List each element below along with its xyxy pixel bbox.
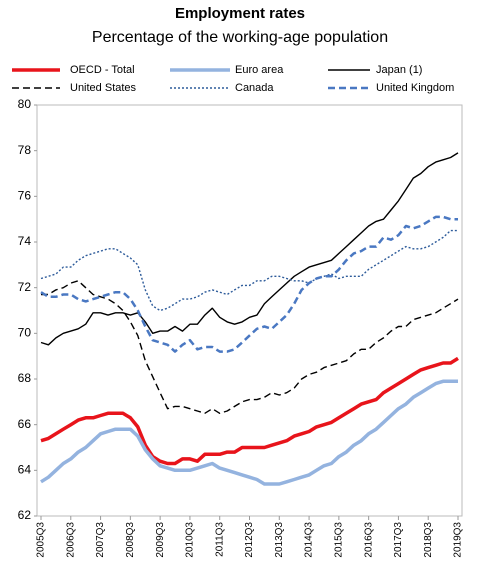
x-tick-label: 2009Q3 [155,522,166,558]
x-tick-label: 2011Q3 [214,522,225,557]
x-tick-label: 2014Q3 [304,522,315,558]
x-tick-label: 2006Q3 [65,522,76,558]
y-tick-label: 72 [18,280,32,294]
x-tick-label: 2017Q3 [393,522,404,558]
legend-label: United States [70,82,137,94]
x-tick-label: 2005Q3 [36,522,47,558]
y-tick-label: 66 [18,417,32,431]
y-tick-label: 62 [18,508,32,522]
y-tick-label: 64 [18,463,32,477]
x-tick-label: 2016Q3 [363,522,374,558]
chart-subtitle: Percentage of the working-age population [92,29,388,46]
y-tick-label: 76 [18,189,32,203]
series-line [40,379,458,486]
x-tick-label: 2008Q3 [125,522,136,558]
series-line [40,152,459,346]
legend-label: Euro area [235,64,284,76]
x-tick-label: 2013Q3 [274,522,285,558]
y-tick-label: 68 [18,371,32,385]
y-tick-label: 74 [18,234,32,248]
series-line [41,280,459,414]
y-tick-label: 70 [18,326,32,340]
x-tick-label: 2019Q3 [453,522,464,558]
x-tick-label: 2012Q3 [244,522,255,558]
series-line [40,356,459,466]
chart-title: Employment rates [175,5,305,22]
series-line [40,215,458,353]
x-tick-label: 2015Q3 [333,522,344,558]
x-tick-label: 2018Q3 [423,522,434,558]
x-tick-label: 2010Q3 [185,522,196,558]
legend-label: Canada [235,82,274,94]
legend-label: OECD - Total [70,64,135,76]
legend-label: Japan (1) [376,64,422,76]
legend-label: United Kingdom [376,82,454,94]
x-tick-label: 2007Q3 [95,522,106,558]
y-tick-label: 80 [18,97,32,111]
y-tick-label: 78 [18,143,32,157]
plot-frame [36,104,463,517]
series-line [40,229,458,312]
